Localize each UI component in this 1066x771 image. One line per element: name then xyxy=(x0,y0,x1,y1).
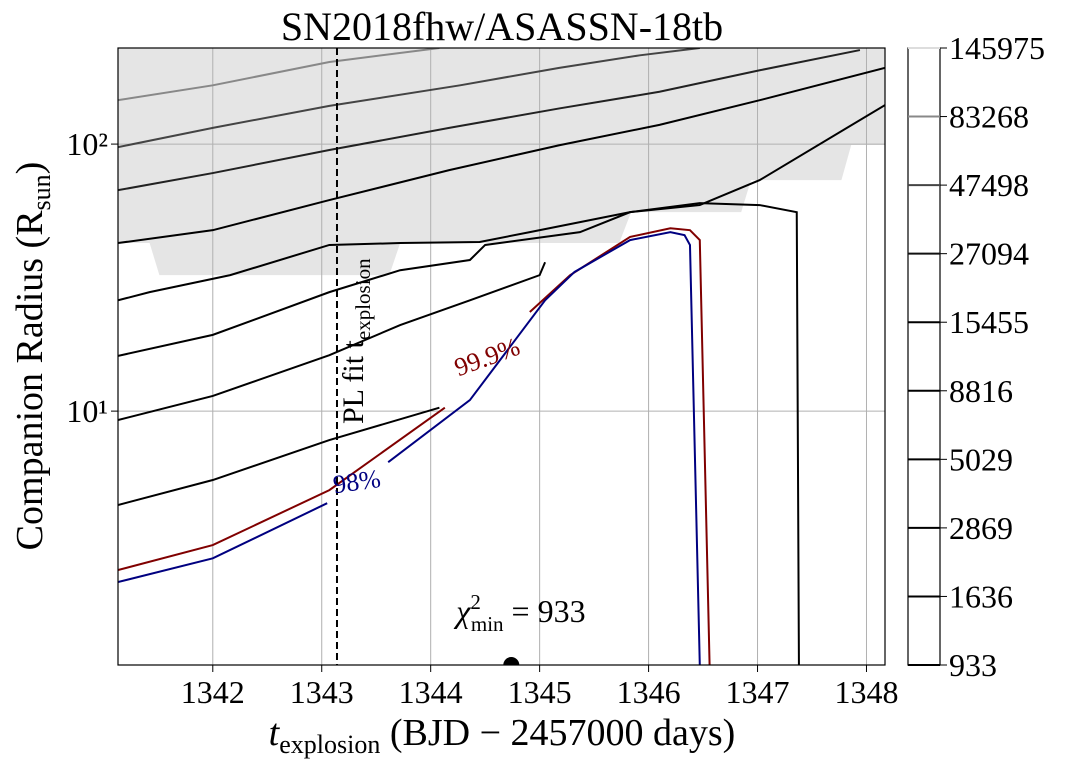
y-label-sub: sun xyxy=(27,174,56,210)
x-tick-label: 1345 xyxy=(508,674,572,710)
x-label-rest: (BJD − 2457000 days) xyxy=(380,712,735,754)
min-label-sub: min xyxy=(471,612,504,636)
x-label-sub: explosion xyxy=(279,730,380,759)
contour-line xyxy=(118,104,885,302)
colorbar-frame xyxy=(907,47,941,666)
colorbar-tick-label: 933 xyxy=(949,647,997,683)
x-tick-label: 1344 xyxy=(399,674,463,710)
contour-line xyxy=(118,406,440,506)
contour-line xyxy=(118,227,711,665)
contour-line xyxy=(118,49,861,192)
y-tick-label: 10¹ xyxy=(66,393,108,429)
contour-line xyxy=(118,231,701,665)
plot-area xyxy=(118,48,885,665)
colorbar-tick-label: 1636 xyxy=(949,578,1013,614)
vline-label-sub: explosion xyxy=(351,258,375,340)
colorbar-tick-label: 15455 xyxy=(949,304,1029,340)
x-tick-label: 1347 xyxy=(726,674,790,710)
min-label-rest: = 933 xyxy=(504,593,586,629)
y-axis-label: Companion Radius (Rsun) xyxy=(9,162,56,551)
colorbar-tick-label: 47498 xyxy=(949,167,1029,203)
contour-line xyxy=(118,261,547,421)
contour-label: 99.9% xyxy=(451,332,524,382)
y-label-rest: ) xyxy=(9,162,51,175)
contour-label: 98% xyxy=(331,464,382,499)
contour-line xyxy=(118,202,800,665)
vline-label: PL fit texplosion xyxy=(337,258,375,424)
minimum-point xyxy=(503,657,520,665)
min-label-sup: 2 xyxy=(470,590,481,614)
colorbar-tick-label: 83268 xyxy=(949,99,1029,135)
min-label-base: χ xyxy=(453,593,471,629)
colorbar-tick-label: 5029 xyxy=(949,441,1013,477)
contour-line xyxy=(118,48,440,102)
excluded-region xyxy=(118,48,885,276)
colorbar-tick-label: 2869 xyxy=(949,510,1013,546)
contour-line xyxy=(118,48,700,149)
x-tick-label: 1346 xyxy=(617,674,681,710)
x-tick-label: 1342 xyxy=(181,674,245,710)
colorbar-tick-label: 145975 xyxy=(949,30,1045,66)
x-axis-label: texplosion (BJD − 2457000 days) xyxy=(269,712,736,759)
x-tick-label: 1348 xyxy=(834,674,898,710)
y-tick-label: 10² xyxy=(66,126,108,162)
vline-label-base: PL fit t xyxy=(337,339,370,424)
x-tick-label: 1343 xyxy=(290,674,354,710)
colorbar-tick-label: 8816 xyxy=(949,373,1013,409)
overlay: 1342 1343 1344 1345 1346 1347 1348 10¹ 10² 99.9% 9… xyxy=(66,30,1045,710)
x-label-base: t xyxy=(269,712,281,754)
chart-title: SN2018fhw/ASASSN-18tb xyxy=(281,4,723,49)
colorbar-tick-label: 27094 xyxy=(949,236,1029,272)
plot-frame xyxy=(117,47,886,666)
minimum-label: χ2 min = 933 xyxy=(453,590,585,636)
y-label-base: Companion Radius (R xyxy=(9,210,51,551)
contour-line xyxy=(118,66,885,245)
